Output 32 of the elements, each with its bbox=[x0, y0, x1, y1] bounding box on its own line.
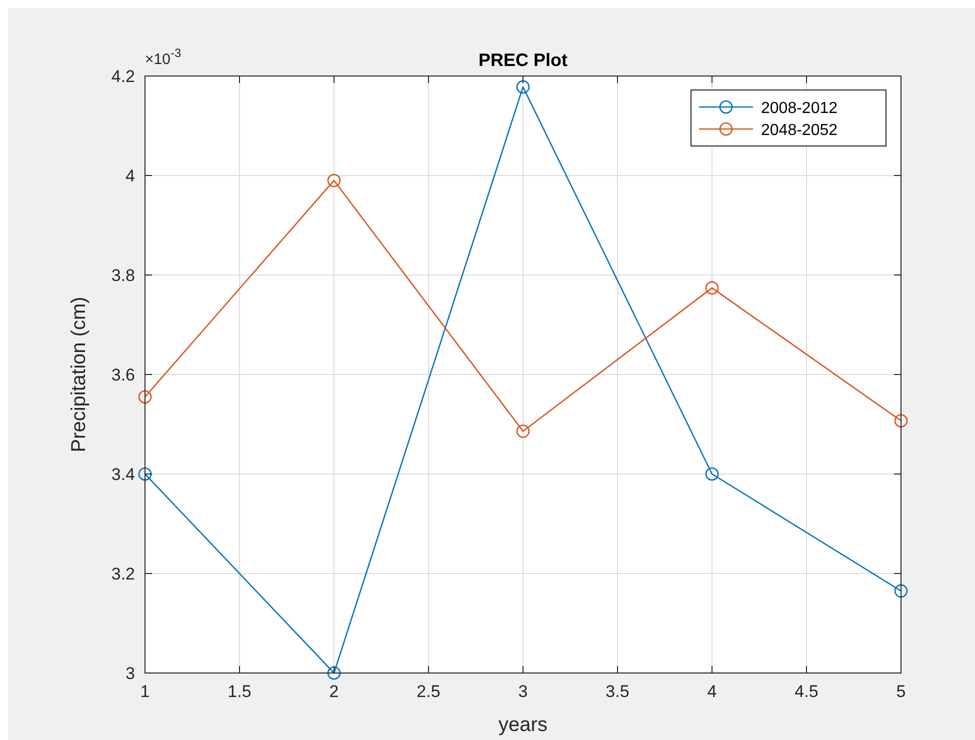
y-tick-label: 3.6 bbox=[111, 366, 135, 384]
y-axis-title: Precipitation (cm) bbox=[68, 296, 90, 452]
y-tick-label: 3.4 bbox=[111, 465, 135, 484]
point bbox=[516, 424, 530, 438]
x-tick-label: 2.5 bbox=[416, 682, 440, 701]
point bbox=[327, 174, 341, 188]
point bbox=[138, 390, 152, 404]
point bbox=[705, 467, 719, 481]
y-tick-label: 3.2 bbox=[111, 564, 135, 584]
x-tick-label: 2 bbox=[329, 682, 339, 701]
x-tick-label: 5 bbox=[896, 682, 906, 701]
point bbox=[516, 80, 530, 94]
point bbox=[705, 281, 719, 295]
x-tick-label: 4.5 bbox=[794, 682, 818, 701]
x-tick-label: 4 bbox=[707, 682, 717, 701]
x-tick-label: 3 bbox=[518, 682, 528, 701]
text: ×10$^{-3}$ bbox=[145, 46, 182, 68]
x-tick-label: 1.5 bbox=[228, 682, 252, 701]
point bbox=[894, 584, 908, 598]
chart-title: PREC Plot bbox=[478, 50, 568, 70]
x-tick-label: 1 bbox=[140, 682, 150, 701]
y-tick-label: 3.8 bbox=[111, 266, 135, 285]
point bbox=[327, 666, 341, 680]
x-tick-label: 3.5 bbox=[606, 682, 630, 701]
y-tick-label: 3 bbox=[126, 664, 135, 683]
point bbox=[138, 467, 152, 481]
legend-label: 2048-2052 bbox=[761, 122, 838, 139]
y-tick-label: 4.2 bbox=[111, 67, 135, 86]
x-axis-title: years bbox=[498, 714, 548, 736]
legend-label: 2008-2012 bbox=[761, 100, 838, 117]
y-tick-label: 4 bbox=[126, 166, 135, 186]
point bbox=[894, 414, 908, 428]
